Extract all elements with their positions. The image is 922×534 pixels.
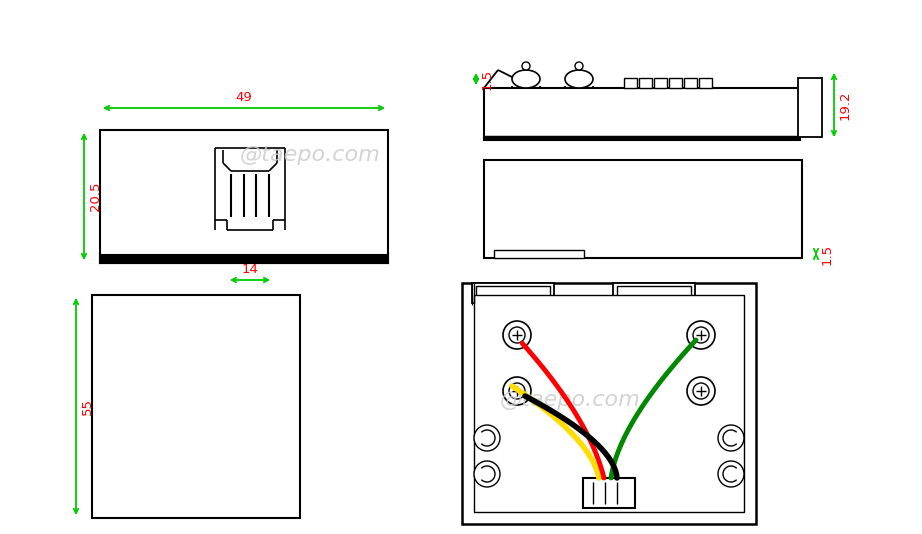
Bar: [669, 78, 682, 88]
Circle shape: [474, 461, 500, 487]
Bar: [583, 478, 635, 508]
Bar: [92, 295, 300, 518]
Text: 55: 55: [81, 398, 94, 415]
Bar: [684, 78, 697, 88]
Bar: [613, 283, 695, 303]
Circle shape: [575, 62, 583, 70]
Circle shape: [687, 377, 715, 405]
Text: @taepo.com: @taepo.com: [240, 145, 381, 165]
Bar: [476, 286, 550, 300]
Bar: [484, 88, 800, 140]
Circle shape: [693, 383, 709, 399]
Bar: [472, 283, 554, 303]
Circle shape: [693, 327, 709, 343]
Bar: [494, 250, 584, 258]
Bar: [699, 78, 712, 88]
Circle shape: [503, 321, 531, 349]
Text: @taepo.com: @taepo.com: [500, 390, 641, 410]
Text: 49: 49: [236, 91, 253, 104]
Bar: [474, 295, 744, 512]
Text: 1.5: 1.5: [821, 244, 834, 264]
Bar: [639, 78, 652, 88]
Circle shape: [509, 383, 525, 399]
Circle shape: [687, 321, 715, 349]
Bar: [100, 255, 388, 263]
Ellipse shape: [512, 70, 540, 88]
Bar: [624, 78, 637, 88]
Bar: [462, 283, 756, 524]
Bar: [617, 286, 691, 300]
Text: 1.5: 1.5: [481, 68, 494, 90]
Bar: [654, 78, 667, 88]
Bar: [484, 160, 802, 258]
Circle shape: [522, 62, 530, 70]
Bar: [100, 130, 388, 263]
Circle shape: [718, 425, 744, 451]
Circle shape: [509, 327, 525, 343]
Circle shape: [503, 377, 531, 405]
Ellipse shape: [565, 70, 593, 88]
Circle shape: [474, 425, 500, 451]
Text: 14: 14: [242, 263, 258, 276]
Text: 19.2: 19.2: [839, 90, 852, 120]
Bar: [798, 78, 822, 137]
Circle shape: [718, 461, 744, 487]
Text: 20.5: 20.5: [89, 182, 102, 211]
